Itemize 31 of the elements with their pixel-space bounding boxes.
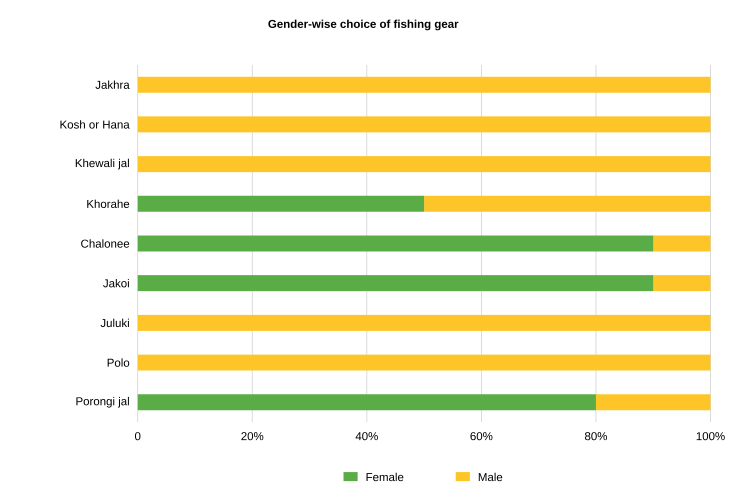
y-tick-label: Juluki [100, 318, 129, 328]
x-tick-label: 80% [584, 432, 608, 440]
y-tick-label: Jakoi [103, 278, 129, 288]
bar [653, 236, 710, 252]
x-tick-label: 60% [470, 432, 492, 440]
y-tick-label: Kosh or Hana [60, 120, 130, 129]
bar [138, 354, 710, 371]
bar [138, 236, 654, 252]
y-tick-label: Chalonee [81, 239, 130, 248]
x-tick-label: 100% [696, 432, 725, 440]
bar [596, 394, 710, 410]
y-tick-label: Khewali jal [76, 158, 129, 170]
y-tick-label: Polo [108, 358, 130, 367]
bar [138, 116, 710, 132]
x-tick-label: 20% [241, 432, 264, 440]
bar [653, 275, 710, 292]
legend-label: Female [366, 472, 404, 482]
y-tick-label: Khorahe [87, 200, 130, 208]
bar [138, 76, 710, 93]
bar [138, 314, 710, 331]
bar [138, 275, 654, 292]
legend-label: Male [478, 472, 502, 482]
x-tick-label: 40% [356, 432, 378, 440]
y-tick-label: Jakhra [95, 80, 130, 89]
bar [138, 196, 424, 212]
x-tick-label: 0 [134, 432, 140, 440]
bar [138, 394, 596, 410]
bar [424, 196, 710, 212]
bar [138, 156, 710, 172]
y-tick-label: Porongi jal [76, 396, 129, 408]
chart-title: Gender-wise choice of fishing gear [268, 20, 458, 30]
